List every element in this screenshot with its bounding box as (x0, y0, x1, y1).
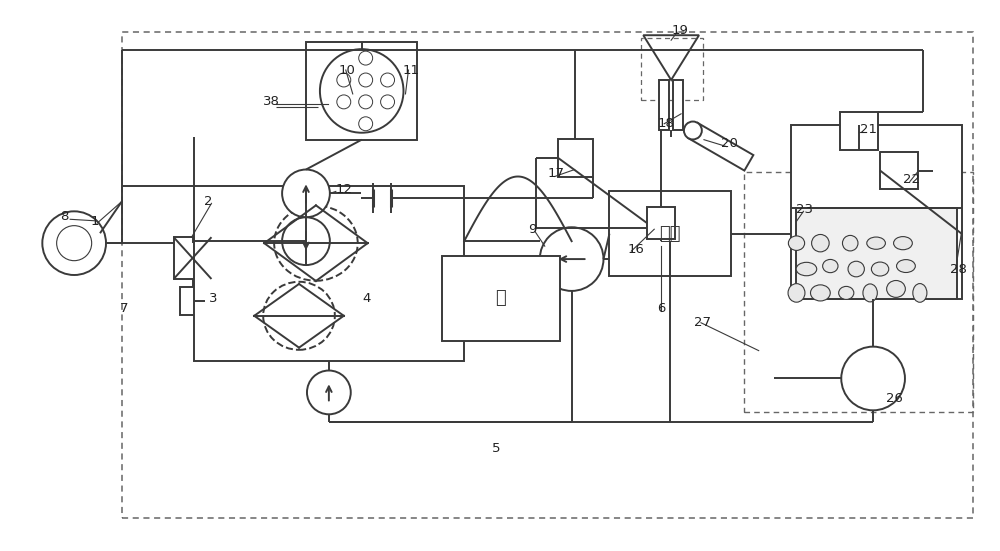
Text: 18: 18 (657, 117, 674, 130)
Circle shape (841, 347, 905, 410)
Ellipse shape (848, 261, 864, 277)
Ellipse shape (863, 284, 877, 302)
Circle shape (684, 122, 702, 139)
Ellipse shape (810, 285, 830, 301)
Text: 27: 27 (694, 316, 711, 329)
Ellipse shape (897, 260, 915, 273)
Bar (122, 32, 973, 518)
Circle shape (359, 95, 373, 109)
Text: 12: 12 (336, 183, 353, 196)
Ellipse shape (788, 236, 805, 250)
Ellipse shape (867, 237, 885, 249)
Text: 17: 17 (548, 167, 565, 180)
Text: 7: 7 (120, 302, 128, 315)
Circle shape (381, 73, 395, 87)
Bar (180, 287, 205, 315)
Ellipse shape (842, 235, 858, 251)
Circle shape (282, 170, 330, 217)
Circle shape (540, 227, 603, 291)
Bar (744, 171, 973, 412)
Text: 1: 1 (90, 215, 99, 228)
Text: 8: 8 (60, 210, 69, 223)
Text: 21: 21 (860, 123, 877, 136)
Text: 28: 28 (950, 262, 967, 276)
Ellipse shape (788, 284, 805, 302)
Bar (442, 256, 560, 341)
Circle shape (359, 51, 373, 65)
Bar (647, 207, 675, 239)
Ellipse shape (871, 262, 889, 276)
Ellipse shape (913, 284, 927, 302)
Circle shape (381, 95, 395, 109)
Ellipse shape (839, 287, 854, 299)
Text: 22: 22 (903, 173, 920, 186)
Text: 4: 4 (363, 293, 371, 305)
Circle shape (337, 95, 351, 109)
Bar (791, 125, 962, 299)
Text: 20: 20 (721, 137, 738, 150)
Ellipse shape (823, 260, 838, 273)
Polygon shape (688, 123, 753, 171)
Circle shape (359, 117, 373, 131)
Circle shape (307, 370, 351, 414)
Bar (641, 38, 703, 100)
Circle shape (337, 73, 351, 87)
Text: 11: 11 (402, 63, 419, 77)
Ellipse shape (887, 280, 905, 298)
Bar (306, 42, 417, 140)
Bar (609, 191, 731, 276)
Text: 氨气: 氨气 (659, 225, 681, 242)
Circle shape (359, 73, 373, 87)
Text: 9: 9 (528, 223, 536, 236)
Bar (194, 186, 464, 360)
Text: 16: 16 (627, 242, 644, 256)
Ellipse shape (894, 236, 912, 250)
Text: 10: 10 (339, 63, 356, 77)
Text: 26: 26 (886, 392, 903, 405)
Bar (673, 80, 683, 129)
Ellipse shape (263, 282, 335, 350)
Ellipse shape (274, 206, 358, 281)
Ellipse shape (796, 262, 817, 276)
Bar (174, 237, 211, 279)
Text: 19: 19 (671, 24, 688, 37)
Text: 6: 6 (657, 302, 666, 315)
Text: 23: 23 (796, 203, 813, 216)
Polygon shape (643, 35, 699, 80)
Circle shape (42, 212, 106, 275)
Circle shape (282, 217, 330, 265)
Ellipse shape (812, 235, 829, 252)
Bar (796, 208, 957, 299)
Bar (558, 139, 593, 176)
Circle shape (57, 226, 92, 261)
Bar (840, 112, 878, 150)
Text: 5: 5 (492, 441, 501, 455)
Text: 38: 38 (263, 95, 280, 109)
Circle shape (320, 49, 403, 133)
Bar (659, 80, 669, 129)
Text: 3: 3 (209, 293, 218, 305)
Text: 水: 水 (496, 289, 506, 307)
Text: 2: 2 (204, 195, 212, 208)
Bar (880, 152, 918, 190)
